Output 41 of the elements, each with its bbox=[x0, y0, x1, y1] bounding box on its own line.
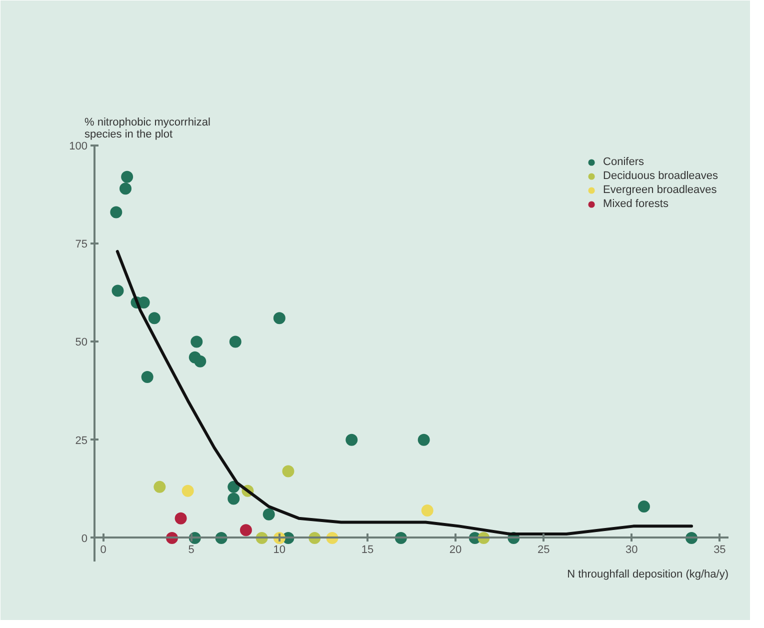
x-tick-label: 10 bbox=[273, 544, 286, 556]
point bbox=[240, 524, 252, 536]
y-tick-label: 100 bbox=[69, 140, 88, 152]
point bbox=[190, 336, 203, 348]
point bbox=[174, 512, 187, 524]
x-tick-label: 25 bbox=[537, 544, 550, 556]
point bbox=[110, 206, 122, 218]
point bbox=[194, 355, 206, 368]
legend-label: Mixed forests bbox=[603, 197, 668, 211]
point bbox=[273, 312, 286, 324]
x-tick-label: 30 bbox=[626, 544, 638, 556]
point bbox=[229, 336, 242, 348]
point bbox=[228, 492, 240, 505]
point bbox=[638, 500, 650, 513]
point bbox=[182, 484, 194, 497]
legend-label: Evergreen broadleaves bbox=[603, 183, 717, 197]
point bbox=[119, 182, 132, 195]
y-tick-label: 0 bbox=[81, 532, 88, 545]
point bbox=[112, 284, 124, 297]
x-tick-label: 15 bbox=[361, 544, 374, 556]
point bbox=[148, 312, 160, 324]
y-tick-label: 25 bbox=[75, 434, 88, 447]
legend-label: Conifers bbox=[603, 155, 644, 169]
x-tick-label: 20 bbox=[449, 544, 462, 556]
point bbox=[418, 434, 430, 446]
point bbox=[282, 465, 294, 478]
y-tick-label: 50 bbox=[75, 336, 88, 349]
point bbox=[228, 480, 240, 493]
point bbox=[421, 504, 434, 516]
legend-label: Deciduous broadleaves bbox=[603, 169, 718, 183]
point bbox=[141, 371, 154, 384]
point bbox=[154, 480, 166, 493]
x-tick-label: 5 bbox=[188, 544, 194, 556]
y-tick-label: 75 bbox=[75, 238, 88, 251]
x-tick-label: 35 bbox=[714, 544, 726, 556]
x-tick-label: 0 bbox=[100, 544, 106, 556]
x-axis-title: N throughfall deposition (kg/ha/y) bbox=[567, 568, 729, 580]
point bbox=[121, 170, 134, 183]
point bbox=[346, 434, 358, 446]
point bbox=[262, 508, 275, 520]
y-axis-title: % nitrophobic mycorrhizal species in the plot bbox=[84, 116, 210, 140]
